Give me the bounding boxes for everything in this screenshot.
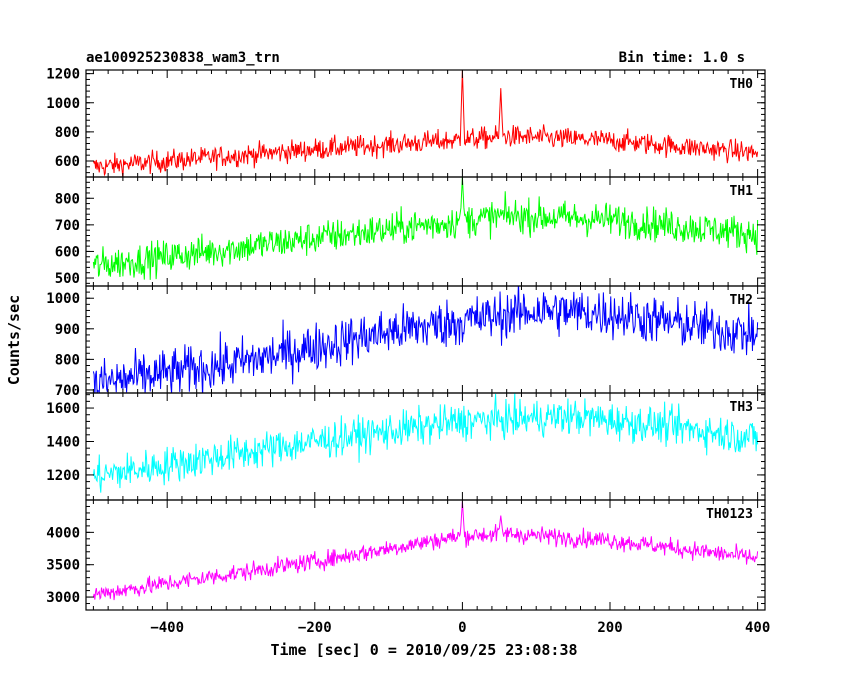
panel-label: TH3 [730,400,753,415]
panel-frame [85,392,766,501]
series-line-th0 [92,70,759,177]
y-tick-label: 1200 [46,468,80,484]
y-tick-label: 1600 [46,401,80,417]
y-tick-label: 700 [55,383,80,399]
y-tick-label: 600 [55,154,80,170]
bin-time-label: Bin time: 1.0 s [619,50,745,66]
series-line-th2 [92,286,759,393]
y-tick-label: 4000 [46,525,80,541]
panel-label: TH1 [730,184,754,199]
panel-label: TH0 [730,77,754,92]
panel-label: TH0123 [706,507,753,522]
y-tick-label: 700 [55,218,80,234]
panel-th0123: 3000 3500 4000 TH0123 [46,499,766,611]
series-line-th0123 [92,501,759,601]
panel-frame [85,176,766,287]
panel-th2: 700 800 900 1000 TH2 [46,285,766,399]
y-axis-title: Counts/sec [5,295,23,385]
x-tick-label: 200 [597,620,622,636]
y-tick-label: 1000 [46,96,80,112]
y-tick-label: 1000 [46,291,80,307]
panel-frame [85,499,766,611]
series-line-th3 [92,393,759,493]
panel-th3: 1200 1400 1600 TH3 [46,392,766,501]
x-tick-label: −200 [298,620,332,636]
y-tick-label: 800 [55,191,80,207]
y-tick-label: 500 [55,271,80,287]
y-tick-label: 800 [55,125,80,141]
panel-th1: 500 600 700 800 TH1 [55,176,766,287]
panel-th0: 600 800 1000 1200 TH0 [46,67,766,178]
y-tick-label: 800 [55,352,80,368]
y-tick-label: 3000 [46,590,80,606]
x-axis-title: Time [sec] 0 = 2010/09/25 23:08:38 [270,641,577,659]
y-tick-label: 900 [55,322,80,338]
x-tick-label: −400 [150,620,184,636]
y-tick-label: 600 [55,244,80,260]
x-tick-label: 0 [458,620,466,636]
x-tick-label: 400 [745,620,770,636]
x-axis: −400 −200 0 200 400 [150,620,770,636]
series-line-th1 [92,177,759,280]
y-tick-label: 3500 [46,558,80,574]
panel-label: TH2 [730,293,753,308]
panels-group: 600 800 1000 1200 TH0 500 600 700 800 TH1 700 800 90… [46,67,766,611]
chart-title: ae100925230838_wam3_trn [86,50,280,66]
y-tick-label: 1200 [46,67,80,83]
y-tick-label: 1400 [46,434,80,450]
